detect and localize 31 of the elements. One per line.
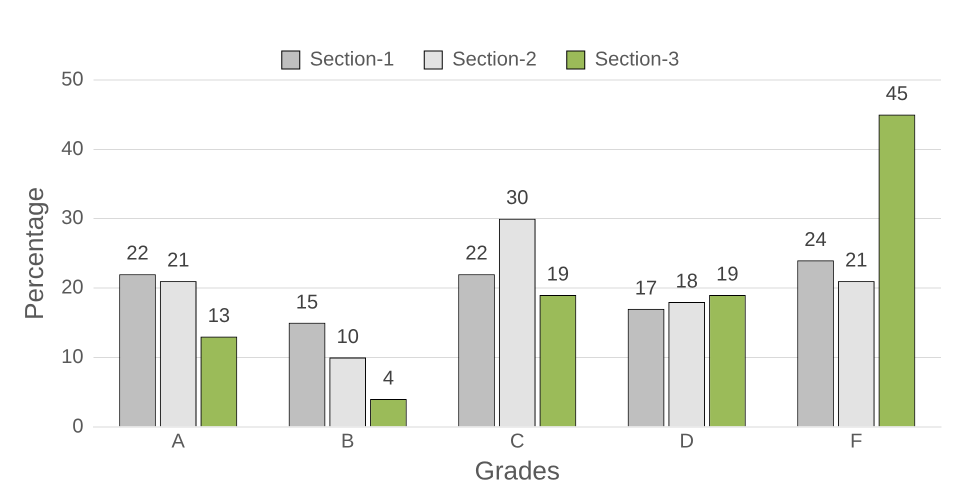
x-tick-label: A: [172, 430, 186, 452]
data-label: 15: [296, 291, 318, 314]
data-label: 10: [336, 326, 359, 348]
data-label: 24: [804, 228, 827, 251]
data-label: 19: [546, 264, 570, 286]
data-label: 30: [506, 187, 528, 210]
x-tick-label: D: [680, 430, 694, 452]
x-tick-label: B: [341, 430, 354, 452]
y-axis-title: Percentage: [18, 186, 49, 320]
y-tick-label: 40: [61, 138, 84, 160]
data-label: 45: [886, 83, 908, 106]
y-tick-label: 20: [61, 276, 84, 299]
data-label: 22: [126, 242, 149, 265]
data-label: 18: [676, 270, 698, 292]
legend-label: Section-1: [310, 48, 394, 71]
data-label: 22: [465, 242, 488, 265]
legend-label: Section-2: [452, 48, 537, 71]
data-label: 13: [208, 305, 230, 328]
data-label: 4: [382, 368, 394, 390]
y-tick-label: 50: [61, 68, 84, 91]
data-label: 21: [167, 250, 190, 272]
x-tick-label: F: [850, 430, 862, 452]
x-axis-title: Grades: [474, 456, 560, 486]
y-tick-label: 0: [72, 415, 84, 438]
data-label: 19: [716, 264, 739, 286]
legend-label: Section-3: [594, 48, 680, 71]
y-tick-label: 10: [61, 346, 84, 368]
x-tick-label: C: [510, 430, 524, 452]
data-label: 21: [845, 250, 868, 272]
data-label: 17: [634, 277, 658, 300]
y-tick-label: 30: [61, 207, 84, 230]
